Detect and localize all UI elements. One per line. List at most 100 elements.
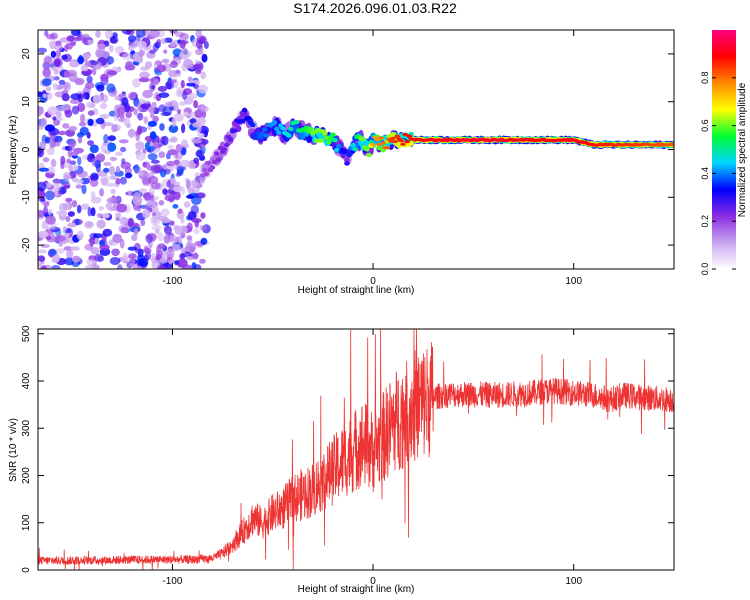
ridge-mark-3 bbox=[223, 142, 230, 148]
noise-blob bbox=[84, 39, 89, 45]
ridge-mark-3 bbox=[286, 133, 292, 138]
noise-blob bbox=[46, 225, 56, 231]
ridge-mark-3 bbox=[215, 157, 222, 162]
noise-blob bbox=[68, 144, 75, 151]
noise-blob bbox=[86, 258, 96, 266]
noise-blob bbox=[166, 160, 176, 167]
noise-blob bbox=[193, 228, 200, 235]
y-tick-label: 100 bbox=[21, 514, 32, 531]
noise-blob bbox=[66, 249, 74, 259]
noise-blob bbox=[139, 71, 151, 79]
noise-blob bbox=[103, 133, 109, 144]
noise-blob bbox=[80, 65, 89, 72]
noise-blob bbox=[158, 200, 165, 206]
noise-blob bbox=[153, 196, 159, 201]
noise-blob bbox=[171, 73, 182, 78]
noise-blob bbox=[140, 219, 146, 227]
noise-blob bbox=[79, 126, 89, 136]
noise-blob bbox=[191, 218, 202, 223]
noise-blob bbox=[68, 202, 73, 208]
colorbar-tick-label: 0.8 bbox=[700, 72, 710, 85]
noise-blob bbox=[90, 60, 99, 66]
noise-blob bbox=[137, 41, 147, 49]
noise-blob bbox=[87, 110, 95, 116]
noise-blob bbox=[109, 257, 121, 265]
x-tick-label: -100 bbox=[162, 576, 182, 587]
noise-blob bbox=[38, 230, 49, 238]
ridge-mark-3 bbox=[221, 147, 228, 152]
noise-blob bbox=[52, 83, 59, 91]
noise-blob bbox=[71, 200, 78, 208]
ridge-mark-3 bbox=[370, 142, 376, 147]
noise-blob bbox=[50, 140, 57, 149]
noise-blob bbox=[156, 64, 167, 73]
noise-blob bbox=[64, 246, 72, 251]
noise-blob bbox=[133, 164, 140, 174]
noise-blob bbox=[76, 230, 84, 240]
noise-blob bbox=[121, 97, 129, 106]
noise-blob bbox=[69, 98, 81, 104]
noise-blob bbox=[137, 125, 143, 135]
noise-blob bbox=[177, 208, 183, 214]
noise-blob bbox=[149, 30, 160, 38]
noise-blob bbox=[50, 265, 61, 269]
noise-blob bbox=[147, 120, 157, 127]
noise-blob bbox=[105, 202, 113, 210]
noise-blob bbox=[157, 85, 167, 92]
noise-blob bbox=[40, 197, 46, 203]
noise-blob bbox=[42, 93, 47, 99]
noise-blob bbox=[169, 235, 179, 244]
noise-blob bbox=[50, 50, 57, 58]
ridge-mark-3 bbox=[376, 143, 382, 147]
spectrogram-marks bbox=[38, 30, 674, 269]
noise-blob bbox=[123, 117, 131, 126]
noise-blob bbox=[196, 192, 206, 199]
noise-blob bbox=[99, 102, 108, 110]
noise-blob bbox=[70, 93, 82, 100]
noise-blob bbox=[188, 92, 198, 100]
x-tick-label: 0 bbox=[370, 276, 376, 287]
noise-blob bbox=[78, 121, 87, 127]
noise-blob bbox=[134, 248, 145, 254]
noise-blob bbox=[174, 260, 179, 266]
noise-blob bbox=[115, 165, 120, 174]
noise-blob bbox=[183, 111, 189, 117]
noise-blob bbox=[99, 93, 109, 103]
noise-blob bbox=[45, 92, 53, 100]
ridge-mark-3 bbox=[294, 119, 300, 125]
noise-blob bbox=[152, 206, 160, 213]
noise-blob bbox=[159, 38, 167, 45]
noise-blob bbox=[109, 156, 118, 162]
noise-blob bbox=[99, 188, 104, 197]
noise-blob bbox=[43, 201, 50, 208]
noise-blob bbox=[190, 204, 199, 215]
colorbar-gradient bbox=[712, 30, 736, 269]
noise-blob bbox=[167, 144, 174, 150]
ridge-mark-3 bbox=[271, 120, 278, 125]
noise-blob bbox=[143, 116, 149, 124]
y-tick-label: 10 bbox=[21, 96, 32, 108]
ridge-mark-3 bbox=[380, 141, 386, 145]
noise-blob bbox=[77, 170, 88, 178]
x-tick-label: 0 bbox=[370, 576, 376, 587]
noise-blob bbox=[65, 197, 73, 203]
ridge-mark-3 bbox=[249, 122, 256, 128]
noise-blob bbox=[43, 206, 48, 216]
noise-blob bbox=[70, 160, 77, 166]
ridge-mark-3 bbox=[671, 143, 674, 147]
noise-blob bbox=[187, 187, 195, 194]
noise-blob bbox=[172, 204, 179, 209]
noise-blob bbox=[176, 86, 184, 94]
page-title: S174.2026.096.01.03.R22 bbox=[293, 0, 457, 16]
noise-blob bbox=[114, 151, 123, 156]
noise-blob bbox=[106, 70, 118, 76]
noise-blob bbox=[122, 52, 133, 61]
noise-blob bbox=[191, 139, 202, 144]
noise-blob bbox=[54, 187, 59, 197]
noise-blob bbox=[198, 37, 206, 45]
noise-blob bbox=[80, 203, 90, 210]
noise-blob bbox=[62, 82, 70, 90]
ridge-mark-3 bbox=[280, 126, 286, 131]
noise-blob bbox=[160, 136, 166, 144]
noise-blob bbox=[76, 204, 82, 214]
